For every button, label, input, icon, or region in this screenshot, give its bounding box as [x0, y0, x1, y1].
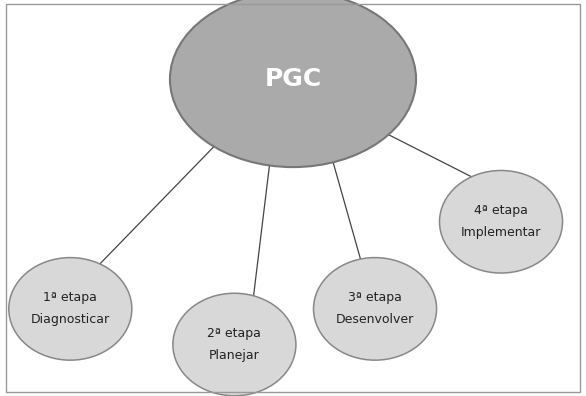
Text: 1ª etapa: 1ª etapa: [43, 291, 97, 304]
Text: Desenvolver: Desenvolver: [336, 314, 414, 326]
Text: 4ª etapa: 4ª etapa: [474, 204, 528, 217]
Text: Planejar: Planejar: [209, 349, 260, 362]
Text: Diagnosticar: Diagnosticar: [30, 314, 110, 326]
Text: 3ª etapa: 3ª etapa: [348, 291, 402, 304]
Ellipse shape: [314, 258, 437, 360]
Text: Implementar: Implementar: [461, 227, 541, 239]
Ellipse shape: [440, 171, 563, 273]
Ellipse shape: [170, 0, 416, 167]
Text: PGC: PGC: [264, 67, 322, 91]
Ellipse shape: [9, 258, 132, 360]
Ellipse shape: [173, 293, 296, 396]
Text: 2ª etapa: 2ª etapa: [207, 327, 261, 340]
